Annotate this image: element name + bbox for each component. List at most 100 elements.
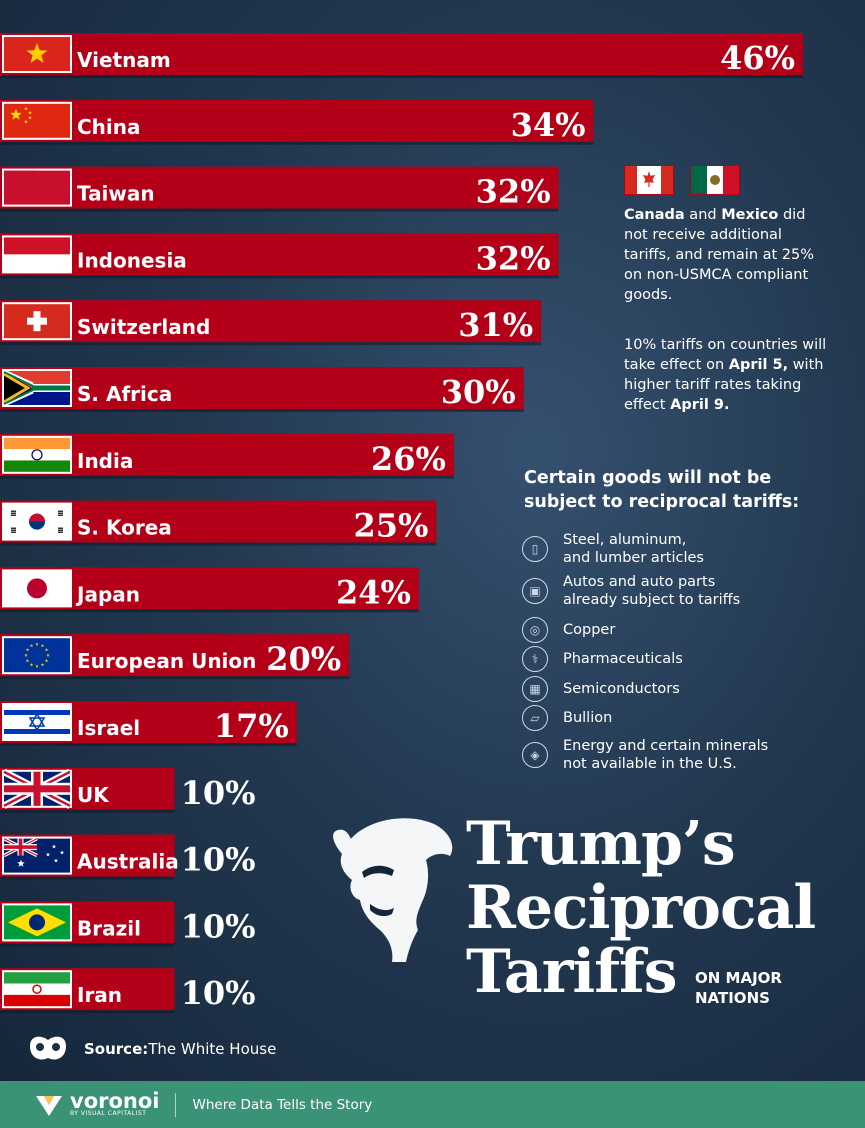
exempt-goods-item: ▣ Autos and auto parts already subject to … [522,573,740,609]
bar-shadow [0,809,175,813]
japan-flag [2,569,72,608]
bar-row: S. Korea 25% [0,500,437,546]
bar-row: Switzerland 31% [0,300,542,346]
category-label: China [77,115,141,139]
value-label: 32% [476,173,551,211]
brazil-flag [2,903,72,942]
effective-dates-note: 10% tariffs on countries will take effec… [624,337,827,413]
source-line: Source: The White House [26,1032,276,1066]
footer-bar: voronoi BY VISUAL CAPITALIST Where Data … [0,1081,865,1128]
exempt-goods-label: Bullion [563,710,613,726]
category-label: UK [77,783,110,807]
bar-shadow [0,475,454,479]
bar-row: S. Africa 30% [0,367,524,412]
bar [0,233,559,276]
bar-row: Iran 10% [0,968,256,1014]
bar-row: India 26% [0,433,454,479]
steel-icon: ▯ [522,536,548,562]
category-label: Israel [77,716,140,740]
bar-shadow [0,409,524,412]
bar-row: Australia 10% [0,834,256,880]
bar-row: UK 10% [0,767,256,813]
title-line-3: Tariffs [466,937,678,1007]
value-label: 10% [181,774,256,812]
value-label: 10% [181,974,256,1012]
value-label: 10% [181,907,256,945]
pharmaceutical-icon: ⚕ [522,646,548,672]
exempt-goods-label: Copper [563,622,616,638]
value-label: 10% [181,841,256,879]
bar [0,166,559,209]
exempt-goods-item: ▱ Bullion [522,705,612,731]
canada-mexico-flags [624,165,740,195]
source-mask-icon [30,1036,66,1060]
value-label: 31% [458,306,533,344]
bar [0,500,437,543]
exempt-goods-label: Semiconductors [563,681,680,697]
source-label: Source: [84,1040,149,1058]
category-label: Australia [77,850,179,874]
bar-row: Taiwan 32% [0,166,559,212]
bullion-icon: ▱ [522,705,548,731]
bar-row: Japan 24% [0,567,419,613]
taiwan-flag [2,168,72,207]
category-label: Taiwan [77,182,155,206]
bar [0,99,594,142]
exempt-goods-label: Steel, aluminum, and lumber articles [563,532,704,566]
category-label: European Union [77,649,256,673]
bar-chart: Vietnam 46% China 34% Taiwan 32% Indonesia 32% S… [0,33,803,1014]
bar [0,433,454,476]
canada-flag [624,165,674,195]
indonesia-flag [2,235,72,274]
exempt-goods-item: ◈ Energy and certain minerals not availabl… [522,737,768,773]
value-label: 32% [476,239,551,277]
chip-icon: ▦ [522,676,548,702]
bar-row: Indonesia 32% [0,233,559,279]
israel-flag [2,703,72,741]
category-label: Vietnam [77,48,171,72]
value-label: 34% [511,106,586,144]
bar-shadow [0,342,542,346]
value-label: 26% [371,440,446,478]
trump-silhouette [333,818,453,962]
subtitle-line-2: NATIONS [695,989,770,1007]
bar-row: Israel 17% [0,701,297,746]
voronoi-logo[interactable]: voronoi BY VISUAL CAPITALIST [34,1090,159,1118]
exempt-goods-label: Autos and auto parts already subject to t… [563,574,741,608]
bar-shadow [0,141,594,145]
chart-subtitle: ON MAJOR NATIONS [695,968,782,1008]
voronoi-byline: BY VISUAL CAPITALIST [70,1109,147,1117]
category-label: India [77,449,133,473]
chart-title: Trump’s Reciprocal Tariffs [466,812,816,1007]
south-korea-flag [2,502,72,541]
exempt-goods-item: ▦ Semiconductors [522,676,680,702]
footer-divider [175,1092,177,1117]
value-label: 20% [266,640,341,678]
exempt-goods-item: ▯ Steel, aluminum, and lumber articles [522,531,704,567]
subtitle-line-1: ON MAJOR [695,969,782,987]
australia-flag [2,836,72,875]
category-label: S. Korea [77,516,172,540]
mexico-flag [690,165,740,195]
bar-shadow [0,943,175,947]
iran-flag [2,970,72,1009]
bar-shadow [0,743,297,746]
bar-row: Brazil 10% [0,901,256,947]
value-label: 24% [336,573,411,611]
value-label: 30% [441,373,516,411]
bar-shadow [0,208,559,212]
voronoi-logo-icon [36,1095,62,1116]
car-icon: ▣ [522,578,548,604]
footer-tagline: Where Data Tells the Story [192,1096,373,1113]
bar-shadow [0,275,559,279]
bar-shadow [0,609,419,613]
copper-icon: ◎ [522,617,548,643]
bar-shadow [0,876,175,880]
bar-shadow [0,676,350,680]
category-label: Brazil [77,916,141,940]
category-label: Switzerland [77,315,210,339]
bar [0,300,542,343]
exempt-goods-label: Pharmaceuticals [563,651,683,667]
china-flag [2,101,72,140]
exempt-goods-label: Energy and certain minerals not available… [563,738,769,772]
